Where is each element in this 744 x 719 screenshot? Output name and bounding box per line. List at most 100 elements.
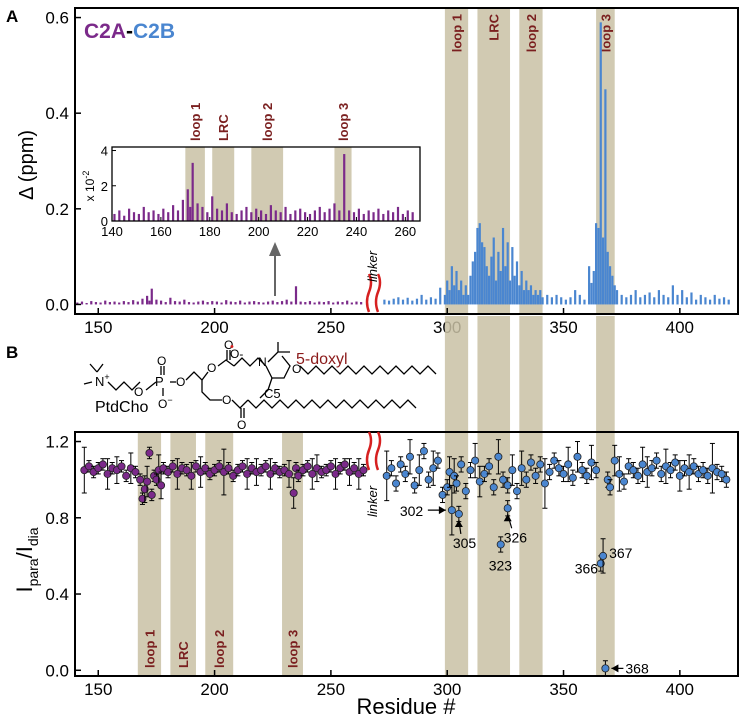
- panel-a-region-label: loop 3: [598, 14, 613, 52]
- c2b-point: [564, 460, 573, 469]
- c2b-bar: [667, 297, 670, 305]
- c2a-bar: [220, 302, 223, 305]
- c2a-bar: [173, 301, 177, 305]
- c2b-bar: [492, 237, 495, 305]
- inset-bar: [357, 208, 360, 221]
- mol-n-plus: N+: [95, 372, 110, 389]
- c2a-bar: [136, 301, 139, 305]
- c2b-bar: [383, 299, 386, 305]
- c2b-bar: [467, 294, 470, 305]
- c2b-point: [517, 464, 526, 473]
- c2b-bar: [455, 270, 458, 305]
- c2b-bar: [471, 261, 474, 305]
- c2b-point: [573, 452, 582, 461]
- inset-bar: [411, 212, 414, 221]
- c2b-labeled-point: [447, 506, 456, 515]
- c2b-bar: [532, 294, 535, 305]
- c2a-bar: [148, 300, 151, 305]
- c2b-bar: [478, 223, 481, 305]
- panel-a-linker-break-right-icon: [374, 273, 382, 313]
- inset-bar: [372, 212, 375, 221]
- panel-b-region-label: loop 1: [142, 630, 157, 668]
- inset-x-tick-label: 200: [248, 224, 270, 239]
- annotation-arrow-head-icon: [611, 664, 619, 673]
- c2a-bar: [294, 286, 298, 305]
- c2a-bar: [308, 301, 312, 305]
- c2a-bar: [346, 300, 349, 305]
- inset-bars: [113, 154, 414, 221]
- y-label-i: I: [12, 586, 37, 592]
- c2b-bar: [643, 294, 647, 305]
- c2a-point: [117, 462, 126, 471]
- inset-bar: [313, 210, 316, 221]
- c2a-bar: [336, 301, 339, 305]
- c2a-point: [136, 475, 145, 484]
- panel-a-x-tick-label: 150: [84, 318, 112, 337]
- c2b-point: [703, 471, 712, 480]
- c2b-bar: [513, 275, 516, 305]
- c2b-bar: [464, 285, 467, 305]
- inset-y-axis-label: x 10-2: [81, 171, 97, 202]
- mol-o-4: O: [207, 361, 216, 375]
- c2b-bar: [401, 299, 405, 305]
- inset-bar: [142, 206, 145, 221]
- c2a-bar: [104, 300, 107, 305]
- c2a-bar: [355, 301, 358, 305]
- c2b-bar: [606, 251, 609, 305]
- c2b-point: [457, 460, 466, 469]
- panel-a-x-tick-label: 400: [666, 318, 694, 337]
- inset-bar: [235, 213, 238, 221]
- y-label-dia: dia: [25, 527, 41, 546]
- c2b-bar: [685, 297, 688, 305]
- c2b-bar: [681, 290, 684, 305]
- inset-x-tick-label: 240: [346, 224, 368, 239]
- c2a-bar: [164, 302, 167, 305]
- c2b-point: [494, 452, 503, 461]
- c2b-bar: [411, 300, 414, 305]
- c2a-bar: [215, 301, 219, 305]
- panel-b-points: [80, 439, 731, 677]
- panel-b-y-tick-label: 0.8: [45, 509, 69, 528]
- inset-bar: [196, 203, 199, 221]
- inset-region-label: LRC: [216, 114, 231, 141]
- c2b-bar: [588, 266, 591, 305]
- panel-b-region-label: loop 3: [286, 630, 301, 668]
- inset-bar: [176, 210, 180, 221]
- c2b-bar: [487, 275, 491, 305]
- inset-bar: [367, 210, 370, 221]
- c2b-labeled-point: [503, 504, 512, 513]
- annotation-arrow-head-icon: [503, 514, 512, 522]
- panel-b-x-tick-label: 350: [549, 680, 577, 699]
- residue-annotation-label: 368: [625, 660, 649, 676]
- c2b-bar: [594, 223, 598, 305]
- panel-a-region-label: loop 1: [450, 14, 465, 52]
- c2b-bar: [648, 292, 651, 305]
- c2b-bar: [662, 294, 665, 305]
- c2b-bar: [608, 266, 612, 305]
- c2a-point: [122, 471, 131, 480]
- inset-bar: [260, 210, 263, 221]
- c2b-bar: [639, 297, 642, 305]
- inset-bar: [189, 206, 192, 221]
- c2b-point: [433, 456, 442, 465]
- inset-bar: [162, 208, 165, 221]
- c2a-bar: [206, 302, 209, 305]
- c2a-point: [187, 471, 196, 480]
- inset-y-tick-label: 2: [101, 179, 108, 194]
- c2b-bar: [653, 297, 656, 305]
- annotation-arrow-head-icon: [438, 506, 446, 515]
- inset-regions: loop 1 LRC loop 2 loop 3: [185, 103, 352, 221]
- panel-b-x-tick-label: 300: [433, 680, 461, 699]
- inset-x-tick-label: 260: [394, 224, 416, 239]
- inset-bar: [396, 206, 400, 221]
- c2b-bar: [539, 290, 542, 305]
- c2b-bar: [476, 227, 479, 305]
- c2a-point: [140, 485, 149, 494]
- c2a-point: [143, 477, 152, 486]
- panel-a-y-tick-label: 0.4: [45, 104, 69, 123]
- c2b-point: [652, 456, 661, 465]
- inset-bar: [225, 203, 228, 221]
- c2b-bar: [529, 285, 533, 305]
- ptdcho-structure: N+ O P O O− O O O O O N O- • O C5 5-doxy…: [83, 338, 437, 432]
